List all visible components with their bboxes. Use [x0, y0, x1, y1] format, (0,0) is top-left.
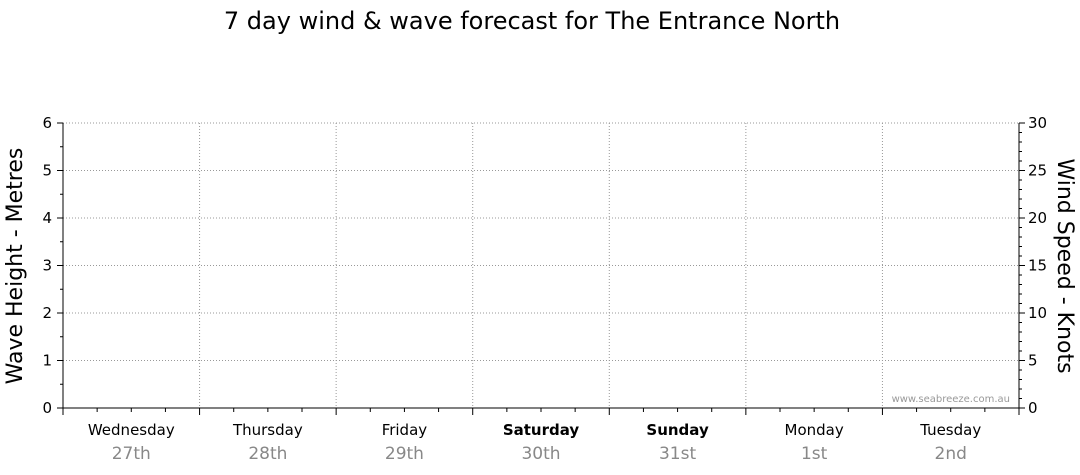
left-tick-label: 0	[42, 399, 52, 417]
day-date-label: 27th	[112, 444, 151, 464]
grid-lines	[63, 122, 1019, 408]
day-date-label: 30th	[521, 444, 560, 464]
right-tick-label: 10	[1028, 304, 1047, 322]
left-axis-title: Wave Height - Metres	[3, 148, 28, 385]
day-date-label: 28th	[248, 444, 287, 464]
day-name-label: Saturday	[503, 421, 580, 439]
right-axis-ticks: 0 5 10 15 20 25 30	[1019, 114, 1047, 417]
left-tick-label: 4	[42, 209, 52, 227]
axes	[62, 123, 1020, 415]
right-tick-label: 30	[1028, 114, 1047, 132]
day-labels: Wednesday 27th Thursday 28th Friday 29th Satur…	[88, 421, 981, 464]
right-tick-label: 20	[1028, 209, 1047, 227]
day-date-label: 2nd	[935, 444, 967, 464]
watermark: www.seabreeze.com.au	[892, 394, 1010, 405]
day-name-label: Wednesday	[88, 421, 175, 439]
day-name-label: Friday	[382, 421, 428, 439]
day-date-label: 1st	[801, 444, 828, 464]
day-name-label: Tuesday	[919, 421, 981, 439]
left-axis-ticks: 0 1 2 3 4 5 6	[42, 114, 63, 417]
day-date-label: 29th	[385, 444, 424, 464]
day-name-label: Thursday	[232, 421, 303, 439]
left-tick-label: 3	[42, 257, 52, 275]
right-tick-label: 0	[1028, 399, 1038, 417]
right-tick-label: 25	[1028, 162, 1047, 180]
day-name-label: Sunday	[646, 421, 709, 439]
left-tick-label: 5	[42, 162, 52, 180]
chart-title: 7 day wind & wave forecast for The Entra…	[224, 7, 840, 35]
left-tick-label: 1	[42, 352, 52, 370]
left-tick-label: 2	[42, 304, 52, 322]
day-name-label: Monday	[785, 421, 844, 439]
left-tick-label: 6	[42, 114, 52, 132]
right-tick-label: 15	[1028, 257, 1047, 275]
day-date-label: 31st	[659, 444, 696, 464]
right-axis-title: Wind Speed - Knots	[1052, 158, 1077, 373]
right-tick-label: 5	[1028, 352, 1038, 370]
